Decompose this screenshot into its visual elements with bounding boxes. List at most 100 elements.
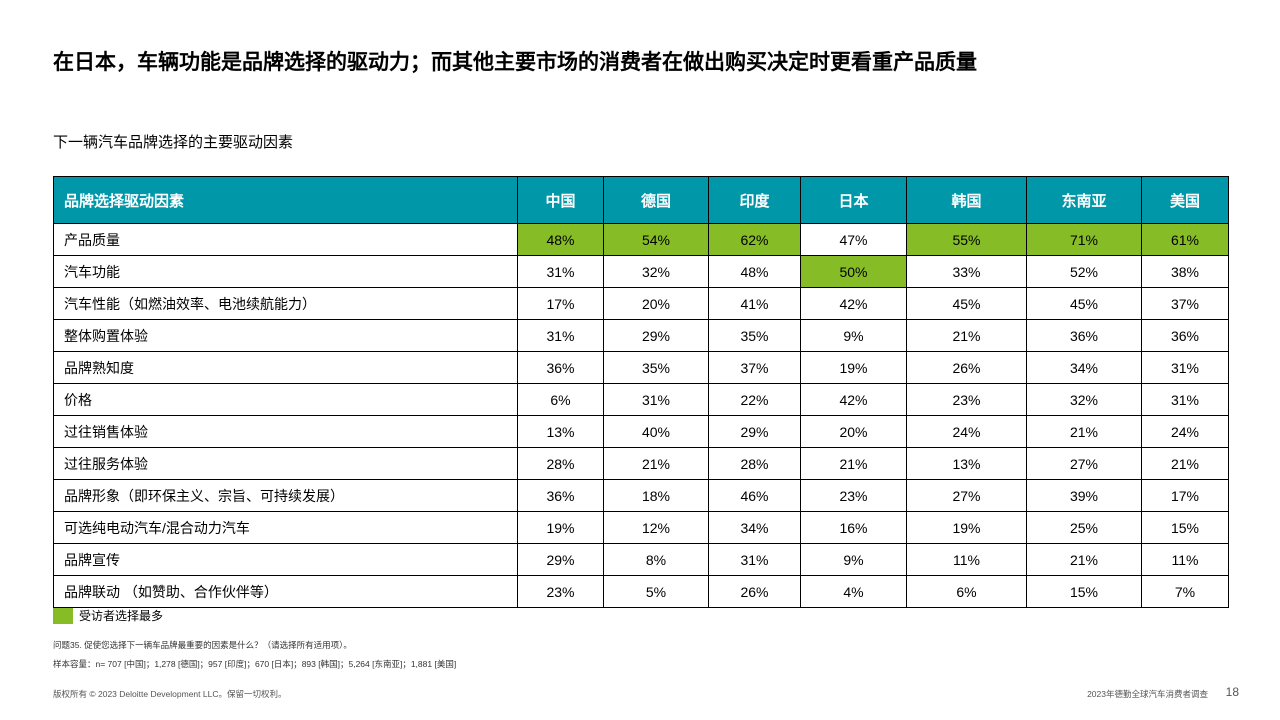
table-subtitle: 下一辆汽车品牌选择的主要驱动因素 bbox=[53, 134, 294, 151]
value-cell: 29% bbox=[603, 319, 709, 352]
table-row: 可选纯电动汽车/混合动力汽车 19% 12% 34% 16% 19% 25% 15% bbox=[53, 511, 1229, 544]
value-cell: 26% bbox=[708, 575, 801, 608]
page-title: 在日本，车辆功能是品牌选择的驱动力；而其他主要市场的消费者在做出购买决定时更看重… bbox=[53, 51, 977, 74]
row-header-cell: 品牌选择驱动因素 bbox=[53, 176, 518, 224]
value-cell: 7% bbox=[1141, 575, 1229, 608]
row-label: 品牌联动 （如赞助、合作伙伴等） bbox=[53, 575, 518, 608]
value-cell: 31% bbox=[517, 319, 604, 352]
table-row: 价格 6% 31% 22% 42% 23% 32% 31% bbox=[53, 383, 1229, 416]
row-label: 汽车性能（如燃油效率、电池续航能力） bbox=[53, 287, 518, 320]
value-cell: 11% bbox=[906, 543, 1027, 576]
value-cell: 36% bbox=[517, 479, 604, 512]
value-cell: 62% bbox=[708, 223, 801, 256]
value-cell: 8% bbox=[603, 543, 709, 576]
value-cell: 24% bbox=[1141, 415, 1229, 448]
value-cell: 41% bbox=[708, 287, 801, 320]
value-cell: 21% bbox=[906, 319, 1027, 352]
value-cell: 38% bbox=[1141, 255, 1229, 288]
value-cell: 6% bbox=[906, 575, 1027, 608]
value-cell: 36% bbox=[1026, 319, 1142, 352]
value-cell: 23% bbox=[517, 575, 604, 608]
value-cell: 20% bbox=[603, 287, 709, 320]
value-cell: 36% bbox=[1141, 319, 1229, 352]
value-cell: 45% bbox=[906, 287, 1027, 320]
value-cell: 23% bbox=[800, 479, 907, 512]
table-row: 品牌形象（即环保主义、宗旨、可持续发展） 36% 18% 46% 23% 27% 39% 17… bbox=[53, 479, 1229, 512]
value-cell: 31% bbox=[1141, 351, 1229, 384]
value-cell: 33% bbox=[906, 255, 1027, 288]
value-cell: 29% bbox=[517, 543, 604, 576]
column-header-southeast-asia: 东南亚 bbox=[1026, 176, 1142, 224]
column-header-usa: 美国 bbox=[1141, 176, 1229, 224]
value-cell: 46% bbox=[708, 479, 801, 512]
value-cell: 48% bbox=[708, 255, 801, 288]
value-cell: 24% bbox=[906, 415, 1027, 448]
value-cell: 16% bbox=[800, 511, 907, 544]
value-cell: 17% bbox=[1141, 479, 1229, 512]
value-cell: 21% bbox=[1026, 415, 1142, 448]
column-header-china: 中国 bbox=[517, 176, 604, 224]
value-cell: 27% bbox=[1026, 447, 1142, 480]
value-cell: 19% bbox=[800, 351, 907, 384]
value-cell: 19% bbox=[517, 511, 604, 544]
value-cell: 71% bbox=[1026, 223, 1142, 256]
row-label: 产品质量 bbox=[53, 223, 518, 256]
value-cell: 21% bbox=[800, 447, 907, 480]
value-cell: 20% bbox=[800, 415, 907, 448]
value-cell: 32% bbox=[603, 255, 709, 288]
value-cell: 21% bbox=[1026, 543, 1142, 576]
row-label: 过往销售体验 bbox=[53, 415, 518, 448]
question-note: 问题35. 促使您选择下一辆车品牌最重要的因素是什么？（请选择所有适用项）。 bbox=[53, 640, 352, 650]
row-label: 过往服务体验 bbox=[53, 447, 518, 480]
value-cell: 42% bbox=[800, 287, 907, 320]
table-header-row: 品牌选择驱动因素 中国 德国 印度 日本 韩国 东南亚 美国 bbox=[53, 176, 1229, 224]
copyright-footer: 版权所有 © 2023 Deloitte Development LLC。保留一… bbox=[53, 689, 287, 699]
value-cell: 50% bbox=[800, 255, 907, 288]
report-name-footer: 2023年德勤全球汽车消费者调查 bbox=[1087, 689, 1208, 699]
value-cell: 11% bbox=[1141, 543, 1229, 576]
value-cell: 31% bbox=[603, 383, 709, 416]
value-cell: 47% bbox=[800, 223, 907, 256]
table-row: 品牌熟知度 36% 35% 37% 19% 26% 34% 31% bbox=[53, 351, 1229, 384]
value-cell: 5% bbox=[603, 575, 709, 608]
row-label: 品牌宣传 bbox=[53, 543, 518, 576]
legend-label: 受访者选择最多 bbox=[79, 609, 164, 623]
value-cell: 6% bbox=[517, 383, 604, 416]
value-cell: 25% bbox=[1026, 511, 1142, 544]
value-cell: 48% bbox=[517, 223, 604, 256]
table-row: 过往销售体验 13% 40% 29% 20% 24% 21% 24% bbox=[53, 415, 1229, 448]
row-label: 价格 bbox=[53, 383, 518, 416]
value-cell: 4% bbox=[800, 575, 907, 608]
value-cell: 61% bbox=[1141, 223, 1229, 256]
row-label: 品牌形象（即环保主义、宗旨、可持续发展） bbox=[53, 479, 518, 512]
value-cell: 34% bbox=[1026, 351, 1142, 384]
column-header-japan: 日本 bbox=[800, 176, 907, 224]
value-cell: 27% bbox=[906, 479, 1027, 512]
row-label: 整体购置体验 bbox=[53, 319, 518, 352]
value-cell: 36% bbox=[517, 351, 604, 384]
value-cell: 12% bbox=[603, 511, 709, 544]
value-cell: 9% bbox=[800, 543, 907, 576]
value-cell: 40% bbox=[603, 415, 709, 448]
value-cell: 21% bbox=[603, 447, 709, 480]
column-header-india: 印度 bbox=[708, 176, 801, 224]
value-cell: 18% bbox=[603, 479, 709, 512]
value-cell: 37% bbox=[1141, 287, 1229, 320]
value-cell: 52% bbox=[1026, 255, 1142, 288]
legend: 受访者选择最多 bbox=[53, 607, 163, 624]
value-cell: 26% bbox=[906, 351, 1027, 384]
value-cell: 19% bbox=[906, 511, 1027, 544]
value-cell: 42% bbox=[800, 383, 907, 416]
table-row: 品牌宣传 29% 8% 31% 9% 11% 21% 11% bbox=[53, 543, 1229, 576]
row-label: 汽车功能 bbox=[53, 255, 518, 288]
value-cell: 31% bbox=[517, 255, 604, 288]
value-cell: 22% bbox=[708, 383, 801, 416]
value-cell: 9% bbox=[800, 319, 907, 352]
row-label: 可选纯电动汽车/混合动力汽车 bbox=[53, 511, 518, 544]
value-cell: 45% bbox=[1026, 287, 1142, 320]
table-row: 过往服务体验 28% 21% 28% 21% 13% 27% 21% bbox=[53, 447, 1229, 480]
table-row: 产品质量 48% 54% 62% 47% 55% 71% 61% bbox=[53, 223, 1229, 256]
value-cell: 28% bbox=[708, 447, 801, 480]
value-cell: 31% bbox=[708, 543, 801, 576]
value-cell: 29% bbox=[708, 415, 801, 448]
